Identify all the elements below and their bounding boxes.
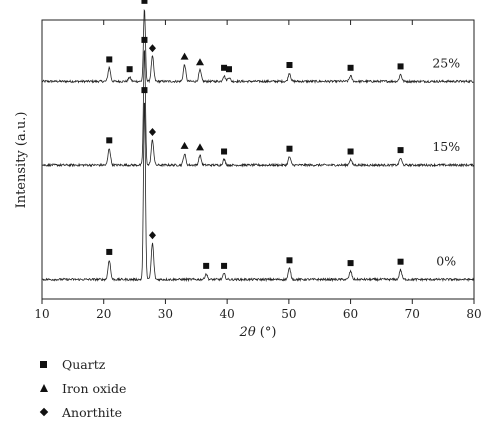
phase-marker-2-4 [221,262,228,269]
square-marker-icon [40,360,62,368]
phase-marker-1-7 [347,148,354,155]
x-tick-label-30: 30 [158,307,173,321]
phase-marker-0-2 [141,0,148,4]
phase-marker-1-8 [397,147,404,154]
phase-marker-1-6 [286,145,293,152]
diamond-marker-icon [39,407,62,417]
phase-marker-1-0 [106,137,113,144]
phase-marker-0-10 [397,63,404,70]
x-tick-label-70: 70 [405,307,420,321]
triangle-marker-icon [40,384,62,392]
series-line-1 [41,49,475,168]
x-tick-label-20: 20 [96,307,111,321]
phase-marker-1-5 [221,148,228,155]
phase-marker-0-0 [106,56,113,63]
x-tick-label-80: 80 [466,307,481,321]
phase-marker-0-7 [225,66,232,73]
legend-label-quartz: Quartz [62,356,106,372]
legend-label-iron-oxide: Iron oxide [62,380,127,396]
phase-marker-2-5 [286,257,293,264]
x-axis-label: 2θ (°) [239,325,277,340]
phase-marker-2-3 [203,262,210,269]
pattern-label-2: 0% [436,253,456,268]
legend: Quartz Iron oxide Anorthite [39,352,126,424]
pattern-labels: 25% 15% 0% [432,55,460,268]
phase-marker-2-7 [397,258,404,265]
x-axis-label-variable: 2θ [239,325,256,340]
phase-marker-2-0 [106,248,113,255]
pattern-label-0: 25% [432,55,460,70]
phase-marker-0-6 [221,64,228,71]
series-line-2 [41,102,475,283]
phase-marker-0-1 [126,66,133,73]
x-tick-label-50: 50 [281,307,296,321]
phase-marker-1-1 [141,36,148,43]
phase-marker-2-6 [347,260,354,267]
phase-marker-0-9 [347,64,354,71]
legend-item-anorthite: Anorthite [39,400,126,424]
phase-marker-0-3 [148,44,156,53]
plot-frame [41,19,475,300]
x-axis-label-unit: (°) [256,325,277,340]
phase-marker-0-5 [195,58,204,66]
phase-marker-2-2 [148,231,156,240]
y-axis-label: Intensity (a.u.) [14,112,29,209]
x-tick-label-40: 40 [220,307,235,321]
phase-marker-1-3 [180,141,189,149]
phase-marker-1-4 [195,143,204,151]
phase-marker-2-1 [141,87,148,94]
legend-item-iron-oxide: Iron oxide [40,376,126,400]
x-tick-label-10: 10 [34,307,49,321]
xrd-chart: 10 20 30 40 50 60 70 80 25% 15% 0% Intensity (a.u… [14,0,482,340]
series-layer [41,9,475,283]
phase-markers [106,0,404,269]
phase-marker-1-2 [148,127,156,136]
pattern-label-1: 15% [432,139,460,154]
x-axis-ticks: 10 20 30 40 50 60 70 80 [34,20,482,321]
legend-label-anorthite: Anorthite [62,404,123,420]
legend-item-quartz: Quartz [40,352,126,376]
series-line-0 [41,9,474,84]
phase-marker-0-4 [180,52,189,60]
phase-marker-0-8 [286,62,293,69]
x-tick-label-60: 60 [343,307,358,321]
